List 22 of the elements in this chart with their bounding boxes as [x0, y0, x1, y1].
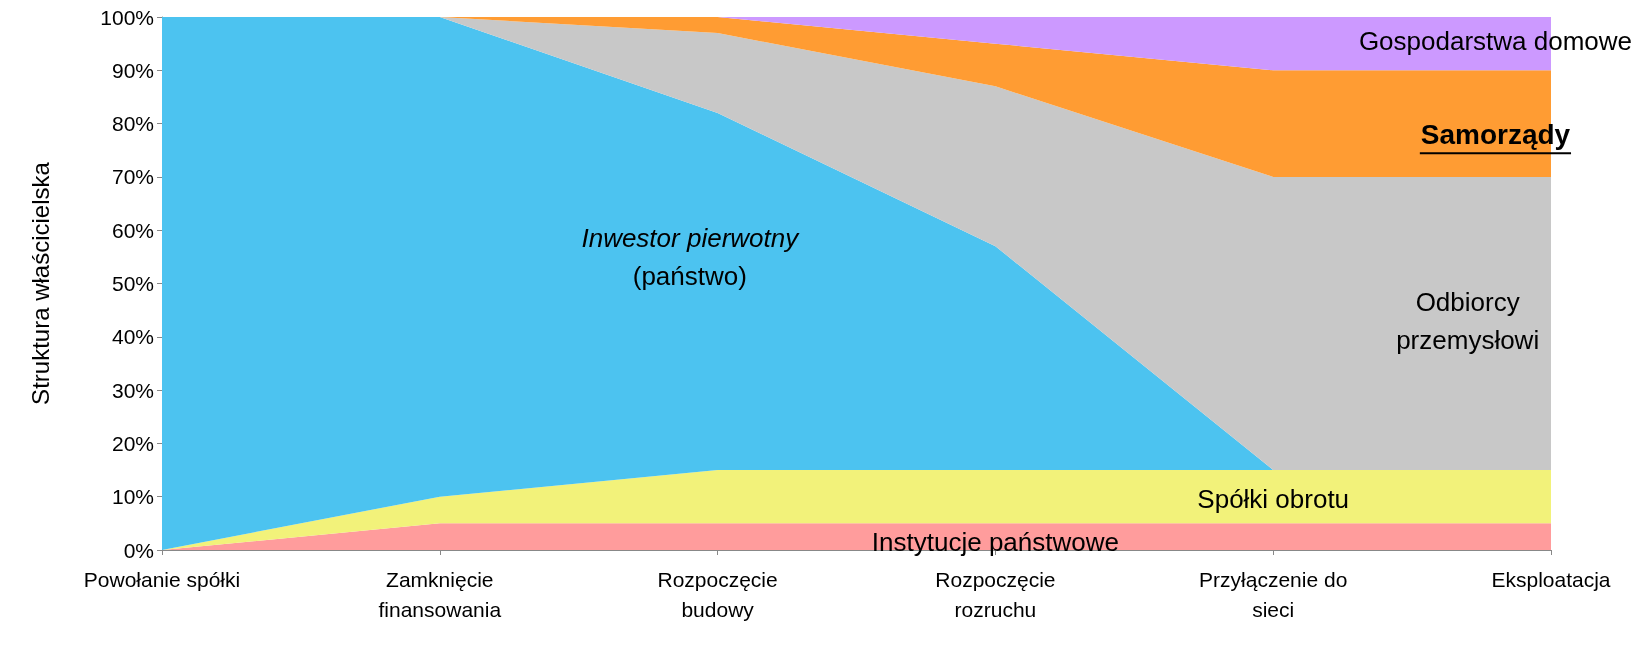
x-tick-label: Eksploatacja [1491, 567, 1611, 591]
series-label: Inwestor pierwotny (państwo) [581, 222, 801, 291]
x-tick-label: Powołanie spółki [83, 567, 241, 591]
series-label: Gospodarstwa domowe [1358, 25, 1633, 56]
y-tick-label: 0% [123, 538, 154, 562]
x-tick-label: Zamknięcie finansowania [378, 567, 502, 621]
series-label: Odbiorcy przemysłowi [1396, 286, 1540, 355]
x-tick-label: Przyłączenie do sieci [1199, 567, 1348, 621]
y-tick-label: 50% [111, 272, 154, 295]
y-tick-label: 80% [111, 112, 154, 136]
y-axis-title: Struktura właścicielska [26, 161, 54, 405]
y-tick-label: 10% [111, 485, 154, 509]
y-tick-label: 20% [111, 431, 154, 455]
y-tick-label: 30% [111, 378, 154, 402]
y-tick-label: 40% [111, 325, 154, 349]
y-tick-label: 70% [111, 165, 154, 189]
y-tick-label: 90% [111, 58, 154, 82]
y-tick-label: 60% [111, 218, 154, 242]
series-label: Spółki obrotu [1197, 484, 1350, 515]
x-tick-label: Rozpoczęcie budowy [657, 567, 778, 621]
x-tick-label: Rozpoczęcie rozruchu [935, 567, 1056, 621]
y-tick-label: 100% [100, 5, 154, 29]
